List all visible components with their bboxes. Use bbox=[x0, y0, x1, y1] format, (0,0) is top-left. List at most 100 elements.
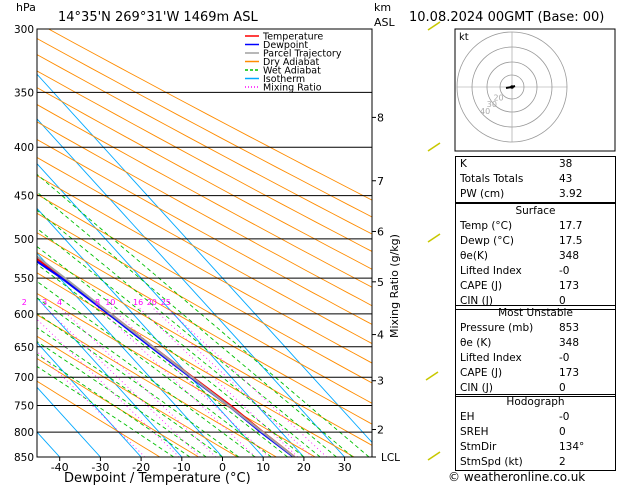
wind-barb bbox=[425, 371, 439, 381]
pressure-tick-label: 800 bbox=[14, 427, 34, 439]
isotherm-line bbox=[37, 341, 142, 457]
pressure-tick-label: 550 bbox=[14, 273, 34, 285]
most-unstable-value: -0 bbox=[559, 352, 570, 364]
legend-label: Parcel Trajectory bbox=[263, 49, 342, 60]
hodograph-table-value: 0 bbox=[559, 426, 566, 438]
surface-label: CIN (J) bbox=[460, 295, 493, 307]
km-tick-label: 7 bbox=[377, 175, 384, 188]
pressure-tick-label: 350 bbox=[14, 87, 34, 99]
wet-adiabat-line bbox=[37, 191, 353, 457]
dry-adiabat-line bbox=[37, 335, 238, 457]
wet-adiabat-line bbox=[37, 280, 272, 457]
wind-barb bbox=[427, 451, 441, 461]
x-tick-label: 30 bbox=[338, 461, 352, 474]
isotherm-line bbox=[37, 163, 305, 457]
surface-table: Surface Temp (°C) 17.7 Dewp (°C) 17.5 θe(K) 3… bbox=[455, 203, 616, 310]
mixing-ratio-line bbox=[110, 306, 270, 457]
lcl-label: LCL bbox=[381, 452, 400, 464]
most-unstable-row: Pressure (mb) 853 bbox=[455, 321, 616, 336]
dry-adiabat-line bbox=[37, 232, 372, 425]
mixing-ratio-label: 8 bbox=[95, 298, 100, 307]
mixing-ratio-line bbox=[59, 306, 217, 457]
legend-label: Mixing Ratio bbox=[263, 83, 322, 94]
isotherm-line bbox=[37, 297, 183, 457]
wind-barb bbox=[427, 233, 441, 243]
pressure-tick-label: 750 bbox=[14, 401, 34, 413]
wet-adiabat-line bbox=[37, 365, 174, 457]
surface-value: 17.7 bbox=[559, 220, 583, 232]
surface-label: Temp (°C) bbox=[460, 220, 513, 232]
surface-value: 0 bbox=[559, 295, 566, 307]
most-unstable-value: 853 bbox=[559, 322, 580, 334]
dry-adiabat-line bbox=[37, 121, 372, 307]
most-unstable-value: 173 bbox=[559, 367, 580, 379]
hodograph-ring-label: 40 bbox=[480, 107, 490, 116]
hodograph-ring-label: 30 bbox=[487, 100, 497, 109]
most-unstable-value: 348 bbox=[559, 337, 580, 349]
most-unstable-row: CAPE (J) 173 bbox=[455, 366, 616, 381]
k-index-row: K 38 bbox=[455, 156, 616, 172]
dry-adiabat-line bbox=[37, 314, 277, 457]
mixing-ratio-line bbox=[37, 318, 180, 457]
isotherm-line bbox=[37, 118, 345, 457]
dry-adiabat-line bbox=[37, 54, 372, 235]
hodograph-table-row: StmDir 134° bbox=[455, 440, 616, 455]
km-tick-label: 2 bbox=[377, 424, 384, 437]
surface-row: CAPE (J) 173 bbox=[455, 279, 616, 294]
x-tick-label: -30 bbox=[91, 461, 109, 474]
datetime-title: 10.08.2024 00GMT (Base: 00) bbox=[409, 10, 604, 25]
y-right-axis-title: Mixing Ratio (g/kg) bbox=[388, 234, 401, 338]
dry-adiabat-line bbox=[37, 104, 372, 288]
pressure-tick-label: 500 bbox=[14, 234, 34, 246]
wet-adiabat-line bbox=[37, 227, 321, 457]
most-unstable-title: Most Unstable bbox=[455, 305, 616, 321]
surface-label: CAPE (J) bbox=[460, 280, 503, 292]
hodograph-table-value: 2 bbox=[559, 456, 566, 468]
x-tick-label: -10 bbox=[173, 461, 191, 474]
hodograph-table: Hodograph EH -0 SREH 0 StmDir 134° StmSpd (kt)… bbox=[455, 394, 616, 471]
hodograph-table-label: EH bbox=[460, 411, 475, 423]
wind-barb bbox=[427, 142, 441, 152]
surface-row: CIN (J) 0 bbox=[455, 294, 616, 310]
wet-adiabat-line bbox=[37, 173, 370, 457]
pressure-tick-label: 450 bbox=[14, 191, 34, 203]
hodograph-table-row: SREH 0 bbox=[455, 425, 616, 440]
hodograph-ring-label: 20 bbox=[493, 93, 503, 102]
legend-label: Wet Adiabat bbox=[263, 66, 321, 77]
x-tick-label: 20 bbox=[297, 461, 311, 474]
indices-table: K 38 Totals Totals 43 PW (cm) 3.92 bbox=[455, 156, 616, 203]
asl-label: ASL bbox=[374, 16, 396, 29]
legend-label: Temperature bbox=[262, 32, 323, 43]
credit-text: © weatheronline.co.uk bbox=[448, 470, 586, 484]
wet-adiabat-line bbox=[37, 312, 240, 457]
dry-adiabat-line bbox=[48, 29, 372, 201]
most-unstable-label: Pressure (mb) bbox=[460, 322, 534, 334]
pressure-tick-label: 600 bbox=[14, 309, 34, 321]
most-unstable-label: CIN (J) bbox=[460, 382, 493, 394]
km-tick-label: 5 bbox=[377, 276, 384, 289]
x-tick-label: -20 bbox=[132, 461, 150, 474]
isotherm-line bbox=[37, 73, 372, 444]
hodograph-table-label: StmSpd (kt) bbox=[460, 456, 523, 468]
pw-value: 3.92 bbox=[559, 188, 583, 200]
dry-adiabat-line bbox=[37, 357, 199, 457]
hodograph-table-title: Hodograph bbox=[455, 394, 616, 410]
surface-row: Temp (°C) 17.7 bbox=[455, 219, 616, 234]
hpa-label: hPa bbox=[16, 1, 36, 14]
km-tick-label: 6 bbox=[377, 225, 384, 238]
totals-row: Totals Totals 43 bbox=[455, 172, 616, 187]
mixing-ratio-label: 20 bbox=[147, 298, 157, 307]
surface-value: 17.5 bbox=[559, 235, 583, 247]
surface-row: θe(K) 348 bbox=[455, 249, 616, 264]
hodograph-table-value: -0 bbox=[559, 411, 570, 423]
dry-adiabat-line bbox=[37, 87, 372, 270]
most-unstable-label: Lifted Index bbox=[460, 352, 522, 364]
mixing-ratio-label: 3 bbox=[42, 298, 47, 307]
surface-row: Dewp (°C) 17.5 bbox=[455, 234, 616, 249]
pressure-tick-label: 300 bbox=[14, 24, 34, 36]
most-unstable-label: CAPE (J) bbox=[460, 367, 503, 379]
mixing-ratio-label: 25 bbox=[161, 298, 171, 307]
